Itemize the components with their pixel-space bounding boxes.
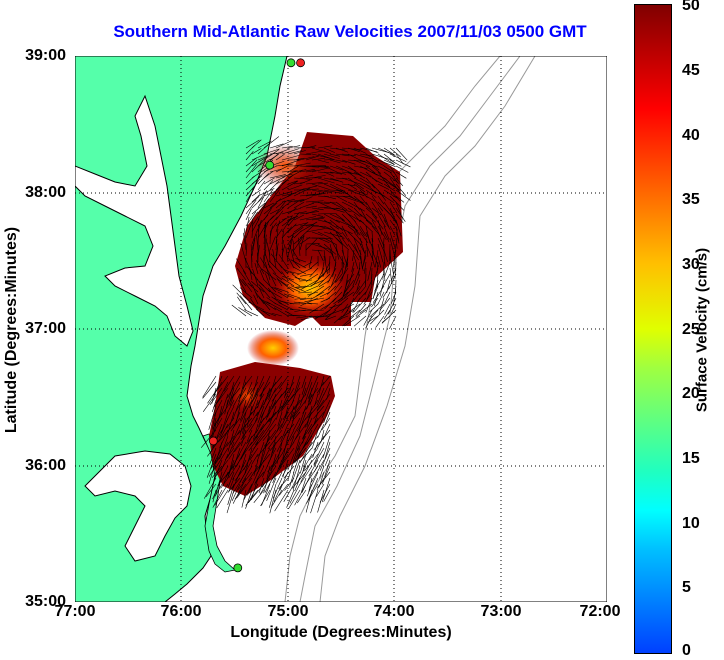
x-tick-label: 72:00	[580, 603, 621, 621]
colorbar-tick-label: 10	[682, 515, 700, 533]
colorbar-tick-label: 40	[682, 127, 700, 145]
y-tick-label: 38:00	[6, 184, 66, 202]
colorbar-tick-label: 15	[682, 450, 700, 468]
map-title: Southern Mid-Atlantic Raw Velocities 200…	[0, 22, 700, 42]
y-tick-label: 39:00	[6, 47, 66, 65]
colorbar-tick-label: 45	[682, 62, 700, 80]
y-axis-label: Latitude (Degrees:Minutes)	[3, 227, 21, 433]
x-axis-label: Longitude (Degrees:Minutes)	[75, 624, 607, 642]
colorbar-label: Surface Velocity (cm/s)	[694, 248, 711, 412]
radar-station-marker	[297, 59, 305, 67]
x-tick-label: 75:00	[268, 603, 309, 621]
y-tick-label: 35:00	[6, 593, 66, 611]
colorbar-tick-label: 5	[682, 579, 691, 597]
colorbar-tick-label: 50	[682, 0, 700, 15]
y-tick-label: 36:00	[6, 457, 66, 475]
radar-station-marker	[266, 161, 274, 169]
radar-station-marker	[209, 437, 217, 445]
colorbar-tick-label: 0	[682, 642, 691, 660]
radar-station-marker	[234, 564, 242, 572]
colorbar	[634, 4, 672, 654]
x-tick-label: 74:00	[374, 603, 415, 621]
colorbar-tick-label: 35	[682, 191, 700, 209]
velocity-map	[75, 56, 607, 602]
x-tick-label: 76:00	[161, 603, 202, 621]
x-tick-label: 73:00	[481, 603, 522, 621]
radar-station-marker	[287, 59, 295, 67]
